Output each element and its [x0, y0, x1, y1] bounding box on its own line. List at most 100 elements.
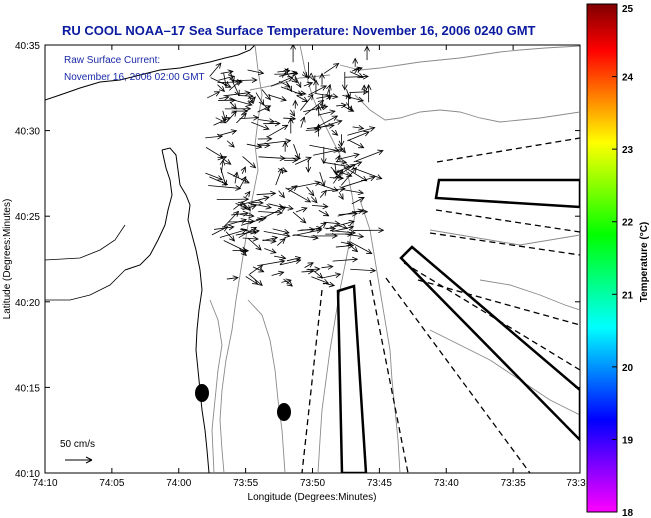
current-vector: [240, 212, 255, 219]
current-vector: [235, 202, 248, 209]
current-vector: [340, 167, 357, 186]
current-vector: [286, 180, 321, 190]
current-vector: [344, 73, 369, 80]
current-vector: [337, 152, 360, 160]
current-vector: [283, 278, 293, 287]
current-vector: [304, 99, 325, 115]
colorbar-tick-label: 22: [622, 218, 634, 229]
x-tick-label: 73:3: [566, 478, 586, 489]
transect-box-south: [336, 284, 368, 473]
current-vector: [277, 68, 291, 75]
current-vector: [282, 141, 289, 152]
current-vector: [277, 237, 286, 246]
current-vector: [278, 190, 285, 199]
current-vector: [319, 94, 326, 110]
current-vector: [292, 99, 299, 109]
colorbar-tick-label: 19: [622, 435, 634, 446]
current-vector: [349, 71, 364, 79]
y-axis: 40:35 40:30 40:25 40:20 40:15 40:10: [15, 41, 580, 480]
scale-arrow: [65, 456, 93, 464]
current-vector: [258, 209, 283, 216]
current-vector: [220, 69, 234, 76]
annotation-line-1: Raw Surface Current:: [64, 55, 160, 66]
current-vector: [321, 264, 334, 270]
current-vector: [257, 105, 272, 113]
current-vector: [262, 258, 286, 266]
current-vector: [352, 57, 359, 67]
current-vector: [311, 203, 329, 210]
current-vector: [337, 208, 364, 217]
current-vector: [255, 215, 267, 222]
current-vector: [319, 189, 328, 198]
current-vector: [342, 94, 365, 103]
current-vector: [353, 167, 383, 180]
colorbar-ticks: 25 24 23 22 21 20 19 18: [612, 3, 634, 518]
current-vector: [274, 70, 299, 77]
current-vector: [290, 45, 296, 63]
colorbar-tick-label: 18: [622, 508, 634, 518]
y-tick-label: 40:15: [15, 383, 40, 394]
current-vector: [318, 210, 330, 217]
y-tick-label: 40:25: [15, 212, 40, 223]
current-vector: [225, 231, 236, 242]
current-vector: [353, 227, 385, 234]
current-vector: [219, 228, 248, 238]
colorbar-tick-label: 21: [622, 290, 634, 301]
current-vector: [336, 102, 347, 109]
x-tick-label: 73:35: [501, 478, 526, 489]
current-vector: [318, 109, 336, 116]
y-axis-label: Latitude (Degrees:Minutes): [2, 199, 13, 320]
colorbar-tick-label: 20: [622, 363, 634, 374]
current-vector: [208, 185, 242, 191]
current-vector: [287, 74, 298, 83]
current-vector: [293, 234, 319, 241]
current-vector: [243, 202, 251, 211]
current-vector: [325, 231, 354, 237]
current-vector: [351, 66, 363, 73]
x-tick-label: 73:55: [233, 478, 258, 489]
x-tick-label: 73:50: [300, 478, 325, 489]
current-vector: [223, 210, 240, 227]
current-vector: [286, 255, 302, 262]
current-vector: [263, 120, 281, 127]
current-vector: [224, 218, 248, 227]
current-vector: [285, 187, 312, 203]
current-vector: [347, 131, 370, 142]
current-vector: [333, 169, 344, 184]
current-vector: [332, 256, 359, 263]
current-vector: [240, 166, 246, 175]
current-vector: [323, 281, 336, 288]
current-vector: [321, 272, 342, 279]
current-vector: [341, 71, 348, 91]
current-vector: [267, 94, 287, 102]
current-vector: [248, 96, 257, 104]
coastline: [45, 45, 256, 473]
current-vector: [342, 175, 376, 188]
current-vector: [327, 186, 346, 192]
current-vector: [263, 230, 291, 239]
current-vector: [329, 175, 345, 181]
surface-current-vectors: [205, 45, 385, 288]
current-vector: [320, 146, 327, 165]
current-vector: [301, 268, 314, 275]
x-tick-label: 74:00: [166, 478, 191, 489]
current-vector: [275, 167, 283, 186]
transect-boxes: [336, 178, 580, 473]
current-vector: [205, 172, 224, 181]
current-vector: [345, 102, 353, 112]
current-vector: [364, 45, 370, 61]
current-vector: [294, 90, 307, 97]
x-tick-label: 74:10: [32, 478, 57, 489]
current-vector: [231, 210, 250, 217]
current-vector: [242, 156, 257, 169]
current-vector: [207, 91, 221, 99]
current-vector: [353, 149, 384, 163]
current-vector: [245, 276, 259, 285]
current-vector: [244, 190, 251, 198]
current-vector: [287, 117, 294, 134]
current-vector: [308, 85, 328, 96]
current-vector: [242, 204, 257, 211]
current-vector: [314, 92, 339, 100]
current-vector: [313, 79, 319, 94]
